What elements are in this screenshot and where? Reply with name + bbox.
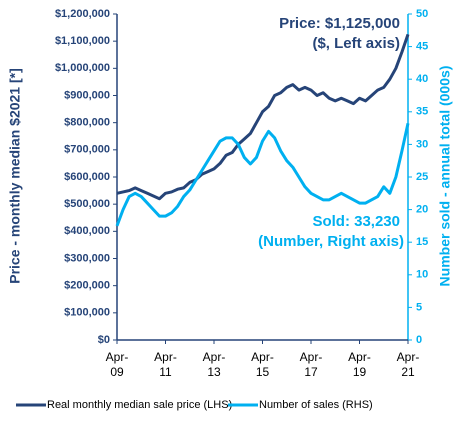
legend-item: Number of sales (RHS) bbox=[228, 399, 373, 411]
annotation: (Number, Right axis) bbox=[258, 233, 404, 250]
y-tick-label: $100,000 bbox=[64, 307, 110, 319]
x-tick-label: Apr-17 bbox=[300, 350, 323, 379]
y-tick-label: $700,000 bbox=[64, 144, 110, 156]
x-tick-label: Apr-09 bbox=[106, 350, 129, 379]
y2-axis-title: Number sold - annual total (000s) bbox=[437, 66, 453, 287]
y-tick-label: $500,000 bbox=[64, 198, 110, 210]
annotation: Sold: 33,230 bbox=[312, 213, 400, 230]
legend-item: Real monthly median sale price (LHS) bbox=[16, 399, 232, 411]
annotation: Price: $1,125,000 bbox=[279, 15, 400, 32]
y-tick-label: $1,200,000 bbox=[55, 8, 110, 20]
series-line bbox=[116, 33, 410, 201]
annotation: ($, Left axis) bbox=[312, 35, 400, 52]
y2-tick-label: 10 bbox=[416, 269, 428, 281]
y-tick-label: $400,000 bbox=[64, 225, 110, 237]
y2-tick-label: 0 bbox=[416, 334, 422, 346]
x-tick-label: Apr-13 bbox=[203, 350, 226, 379]
y2-tick-label: 20 bbox=[416, 204, 428, 216]
series-line bbox=[115, 123, 410, 227]
y-axis-title: Price - monthly median $2021 [*] bbox=[7, 68, 23, 284]
legend-label: Real monthly median sale price (LHS) bbox=[47, 399, 232, 411]
y2-tick-label: 25 bbox=[416, 171, 428, 183]
y-tick-label: $300,000 bbox=[64, 252, 110, 264]
y-tick-label: $600,000 bbox=[64, 171, 110, 183]
y2-tick-label: 40 bbox=[416, 73, 428, 85]
legend-label: Number of sales (RHS) bbox=[259, 399, 373, 411]
x-tick-label: Apr-15 bbox=[251, 350, 274, 379]
y2-tick-label: 45 bbox=[416, 41, 428, 53]
x-tick-label: Apr-19 bbox=[348, 350, 371, 379]
y-tick-label: $200,000 bbox=[64, 280, 110, 292]
y-tick-label: $0 bbox=[98, 334, 110, 346]
y2-tick-label: 15 bbox=[416, 236, 428, 248]
y2-tick-label: 50 bbox=[416, 8, 428, 20]
x-tick-label: Apr-11 bbox=[154, 350, 177, 379]
y-tick-label: $800,000 bbox=[64, 117, 110, 129]
y2-tick-label: 5 bbox=[416, 301, 422, 313]
y2-tick-label: 35 bbox=[416, 106, 428, 118]
y-tick-label: $1,100,000 bbox=[55, 35, 110, 47]
x-tick-label: Apr-21 bbox=[397, 350, 420, 379]
y-tick-label: $1,000,000 bbox=[55, 62, 110, 74]
y-tick-label: $900,000 bbox=[64, 89, 110, 101]
y2-tick-label: 30 bbox=[416, 138, 428, 150]
